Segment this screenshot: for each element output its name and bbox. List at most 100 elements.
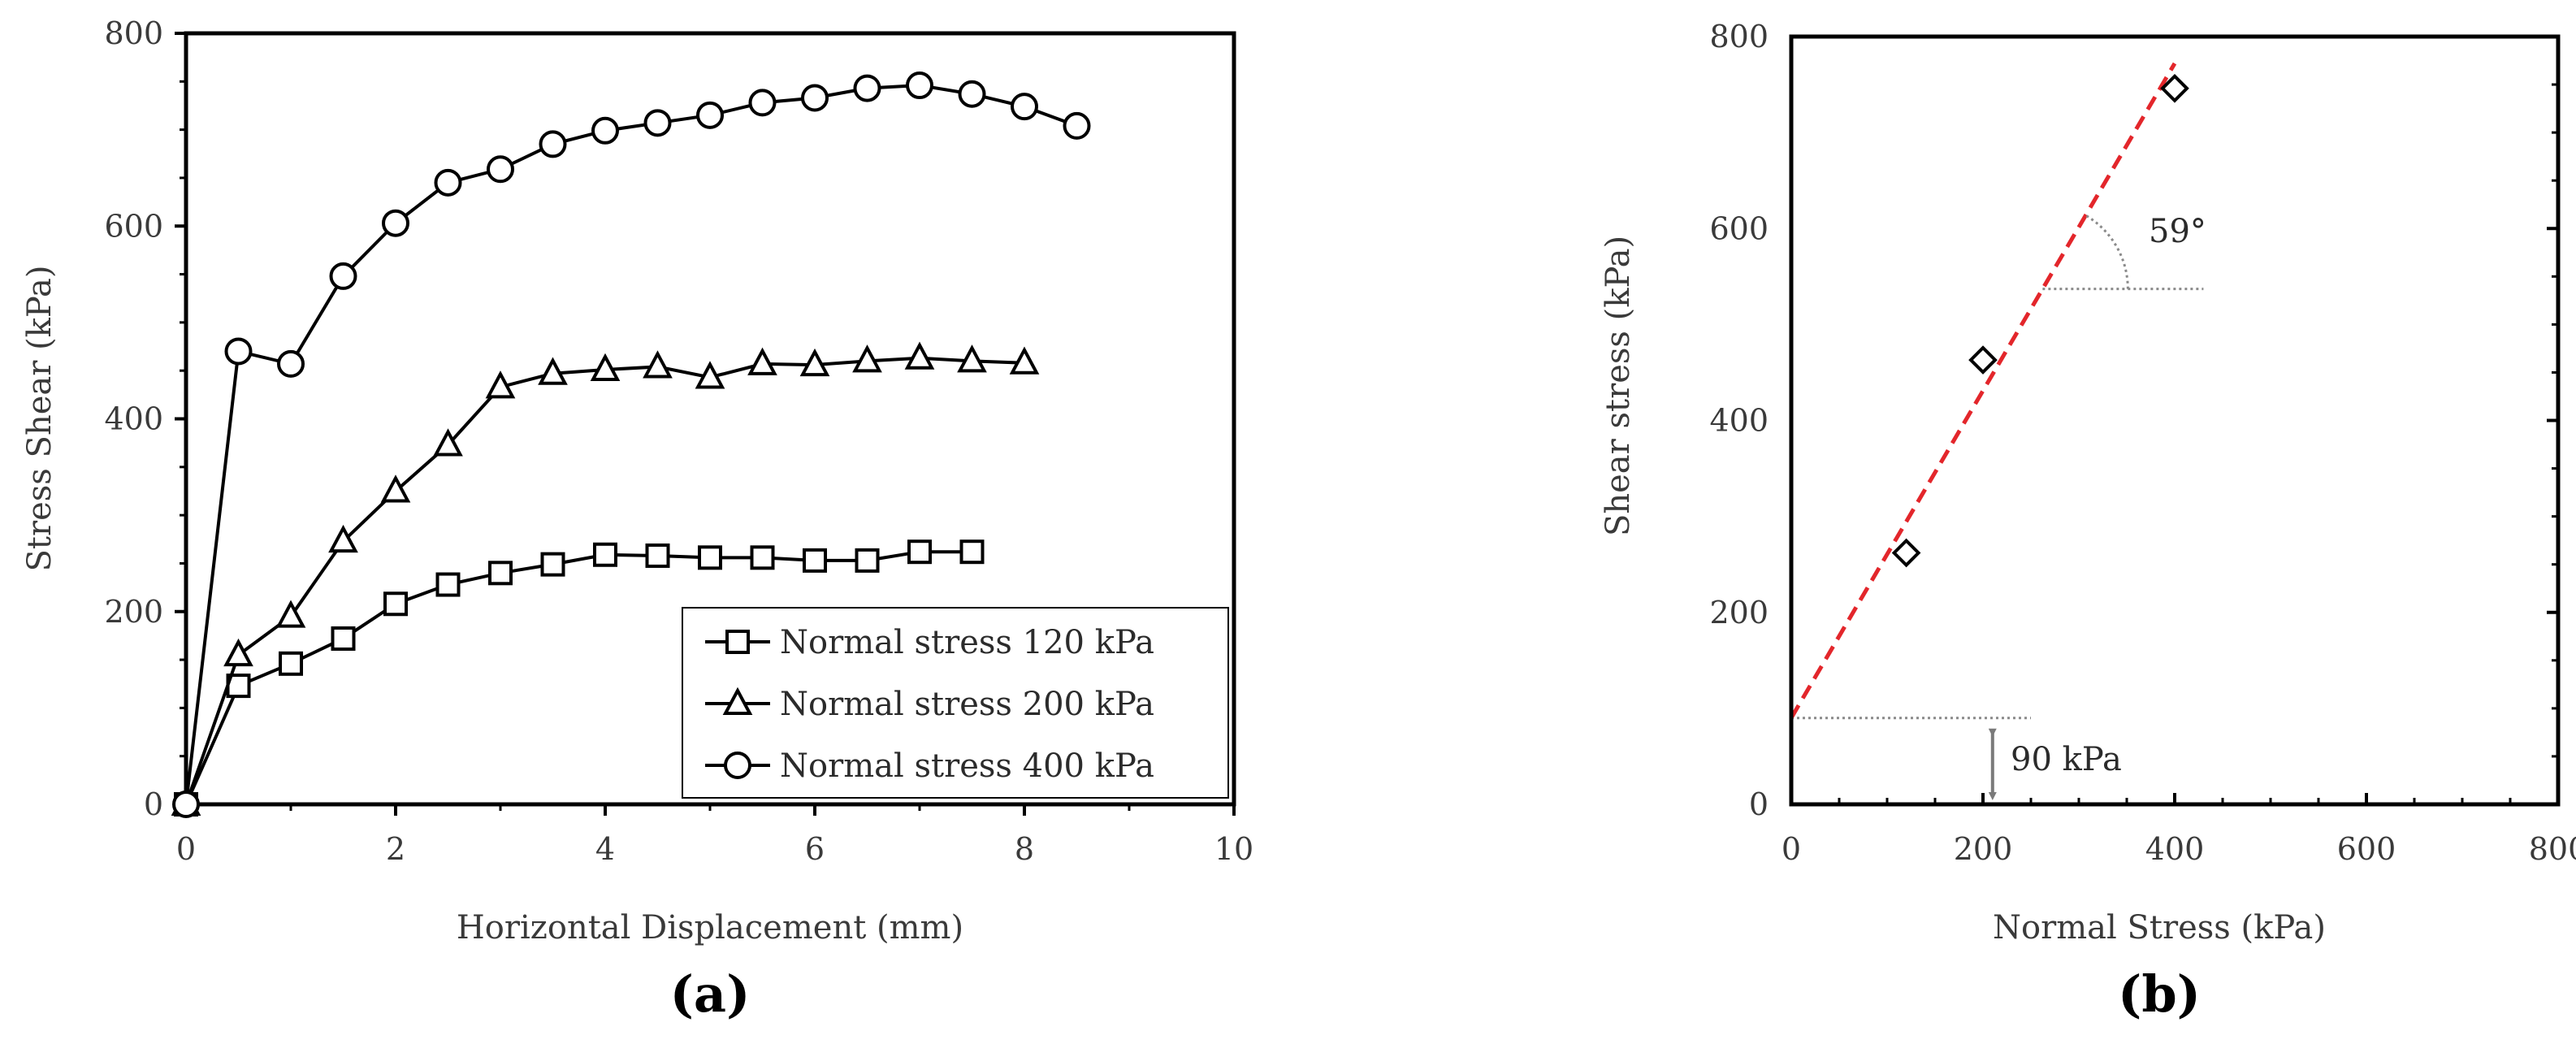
data-point (1063, 111, 1091, 140)
data-point (2160, 73, 2189, 103)
data-point (540, 552, 565, 577)
chart-a-y-tick-label: 400 (104, 401, 163, 437)
data-point (803, 548, 827, 573)
data-point (643, 350, 673, 379)
chart-b-panel-label: (b) (2118, 964, 2201, 1024)
data-point (380, 474, 411, 503)
data-point (224, 337, 253, 366)
chart-a-legend: Normal stress 120 kPa Normal stress 200 k… (682, 607, 1229, 799)
legend-marker (724, 752, 751, 779)
friction-angle-arc (2085, 214, 2129, 289)
chart-a-x-tick-label: 2 (386, 831, 405, 867)
data-point (593, 542, 617, 567)
chart-b-y-tick-label: 800 (1709, 19, 1769, 54)
data-point (906, 71, 933, 100)
data-point (852, 344, 882, 373)
data-point (328, 524, 358, 553)
data-point (383, 591, 408, 617)
chart-b-y-tick-label: 400 (1709, 403, 1769, 439)
data-point (645, 543, 670, 568)
data-point (750, 545, 775, 570)
data-point (434, 168, 462, 197)
chart-b-x-tick-label: 200 (1954, 831, 2013, 867)
chart-b-y-tick-label: 0 (1749, 786, 1769, 822)
chart-a-y-tick-label: 200 (104, 594, 163, 630)
data-point (747, 347, 777, 375)
chart-a-x-tick-label: 0 (176, 831, 196, 867)
data-point (223, 638, 253, 667)
chart-a-legend-box (682, 607, 1229, 799)
data-point (435, 572, 461, 597)
legend-marker (725, 630, 750, 654)
chart-b-x-tick-label: 400 (2145, 831, 2205, 867)
series-triangle (171, 341, 1040, 816)
data-point (279, 651, 303, 676)
chart-b-y-tick-label: 200 (1709, 595, 1769, 630)
chart-a-y-tick-label: 800 (104, 15, 163, 51)
chart-b-x-axis-title: Normal Stress (kPa) (1993, 909, 2326, 947)
data-point (590, 353, 621, 382)
data-point (801, 84, 829, 112)
chart-a: 0 2 4 6 8 10 0 200 400 600 800 Horizontal Displace… (21, 15, 1253, 1024)
data-point (331, 626, 356, 651)
data-point (487, 155, 514, 184)
data-point (433, 428, 463, 457)
data-point (277, 349, 305, 378)
data-point (957, 344, 987, 373)
legend-item: Normal stress 400 kPa (705, 747, 1154, 785)
data-point (748, 89, 777, 117)
data-point (855, 548, 880, 573)
chart-b-x-tick-label: 600 (2337, 831, 2396, 867)
data-point (698, 545, 722, 570)
legend-label: Normal stress 400 kPa (780, 747, 1154, 785)
data-point (907, 539, 932, 565)
chart-a-x-tick-label: 4 (595, 831, 615, 867)
data-point (696, 101, 724, 129)
chart-b-x-tick-label: 0 (1782, 831, 1801, 867)
legend-item: Normal stress 120 kPa (705, 624, 1154, 661)
data-point (853, 74, 881, 102)
data-point (1009, 346, 1040, 375)
chart-b-x-tick-label: 800 (2529, 831, 2576, 867)
data-point (172, 791, 200, 818)
chart-b-plot-frame (1789, 34, 2561, 807)
legend-item: Normal stress 200 kPa (705, 686, 1154, 723)
cohesion-label: 90 kPa (2011, 741, 2122, 778)
data-point (329, 262, 357, 290)
data-point (958, 80, 986, 108)
chart-a-y-tick-label: 600 (104, 208, 163, 244)
data-point (382, 209, 409, 237)
data-point (643, 109, 672, 137)
data-point (275, 600, 306, 628)
chart-a-x-tick-label: 8 (1015, 831, 1034, 867)
data-point (695, 361, 725, 389)
chart-a-x-axis-title: Horizontal Displacement (mm) (457, 909, 963, 947)
data-point (538, 357, 568, 385)
data-point (904, 341, 935, 370)
series-line (184, 550, 972, 805)
data-point (959, 539, 985, 565)
legend-label: Normal stress 120 kPa (780, 624, 1154, 661)
data-point (799, 348, 830, 377)
chart-a-panel-label: (a) (670, 964, 751, 1024)
data-point (1968, 345, 1998, 375)
chart-a-y-tick-label: 0 (144, 786, 163, 822)
data-point (539, 130, 567, 158)
data-point (488, 561, 513, 586)
chart-b: 0 200 400 600 800 0 200 400 600 800 Normal Stress… (1600, 19, 2576, 1024)
chart-b-y-tick-label: 600 (1709, 210, 1769, 246)
legend-label: Normal stress 200 kPa (780, 686, 1154, 723)
data-point (591, 116, 619, 145)
chart-a-y-axis-title: Stress Shear (kPa) (21, 266, 58, 572)
data-point (485, 370, 516, 399)
chart-b-y-axis-title: Shear stress (kPa) (1600, 236, 1637, 536)
chart-a-x-tick-label: 10 (1214, 831, 1253, 867)
chart-a-x-tick-label: 6 (805, 831, 825, 867)
legend-marker (722, 687, 753, 715)
series-circle (172, 71, 1091, 818)
fit-line (1789, 62, 2177, 719)
data-point (1891, 538, 1921, 568)
data-point (1011, 93, 1038, 121)
friction-angle-label: 59° (2149, 213, 2206, 250)
